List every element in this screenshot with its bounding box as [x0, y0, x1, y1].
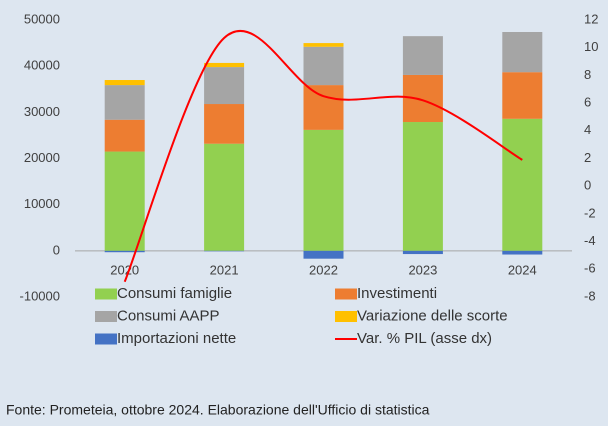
x-tick-label: 2023	[408, 262, 437, 277]
x-tick-label: 2020	[110, 262, 139, 277]
y2-tick-label: -2	[584, 205, 596, 220]
y2-tick-label: -6	[584, 261, 596, 276]
y-tick-label: 10000	[24, 196, 60, 211]
y2-tick-label: -8	[584, 288, 596, 303]
y2-tick-label: 0	[584, 178, 591, 193]
bar-segment	[502, 250, 543, 255]
bar-segment	[402, 250, 443, 255]
bar-segment	[204, 143, 245, 251]
y2-tick-label: -4	[584, 233, 596, 248]
y-tick-label: 30000	[24, 104, 60, 119]
y-tick-label: 50000	[24, 11, 60, 26]
bar-segment	[104, 85, 145, 120]
legend-label: Variazione delle scorte	[357, 307, 508, 324]
bar-segment	[104, 151, 145, 251]
legend-label: Importazioni nette	[117, 330, 236, 347]
bar-segment	[303, 85, 344, 130]
x-tick-label: 2022	[309, 262, 338, 277]
y-tick-label: 40000	[24, 58, 60, 73]
y2-tick-label: 10	[584, 39, 598, 54]
bar-segment	[104, 250, 145, 253]
bar-segment	[303, 250, 344, 259]
bar-segment	[303, 129, 344, 251]
x-tick-label: 2021	[210, 262, 239, 277]
bar-segment	[104, 80, 145, 86]
bar-segment	[502, 118, 543, 251]
y2-tick-label: 4	[584, 122, 591, 137]
bar-segment	[402, 122, 443, 251]
bar-segment	[204, 62, 245, 68]
legend-swatch	[95, 333, 117, 345]
y-tick-label: 0	[53, 242, 60, 257]
bar-segment	[204, 67, 245, 105]
legend-label: Var. % PIL (asse dx)	[357, 330, 492, 347]
legend-swatch	[335, 288, 357, 300]
y2-tick-label: 6	[584, 95, 591, 110]
y-tick-label: 20000	[24, 150, 60, 165]
bar-segment	[104, 119, 145, 152]
bar-segment	[204, 104, 245, 144]
x-tick-label: 2024	[508, 262, 537, 277]
bar-segment	[502, 72, 543, 119]
y2-tick-label: 12	[584, 11, 598, 26]
y2-tick-label: 2	[584, 150, 591, 165]
y2-tick-label: 8	[584, 67, 591, 82]
bar-segment	[303, 43, 344, 47]
bar-segment	[402, 74, 443, 123]
legend-swatch	[95, 311, 117, 322]
bar-segment	[402, 36, 443, 75]
line	[123, 29, 523, 283]
bar-segment	[502, 32, 543, 73]
legend-label: Consumi famiglie	[117, 285, 232, 302]
legend-label: Consumi AAPP	[117, 307, 220, 324]
bar-segment	[303, 46, 344, 86]
source-note: Fonte: Prometeia, ottobre 2024. Elaboraz…	[6, 402, 430, 418]
legend-label: Investimenti	[357, 285, 437, 302]
legend-swatch	[95, 288, 117, 300]
legend-swatch	[335, 311, 357, 322]
y-tick-label: -10000	[20, 288, 60, 303]
